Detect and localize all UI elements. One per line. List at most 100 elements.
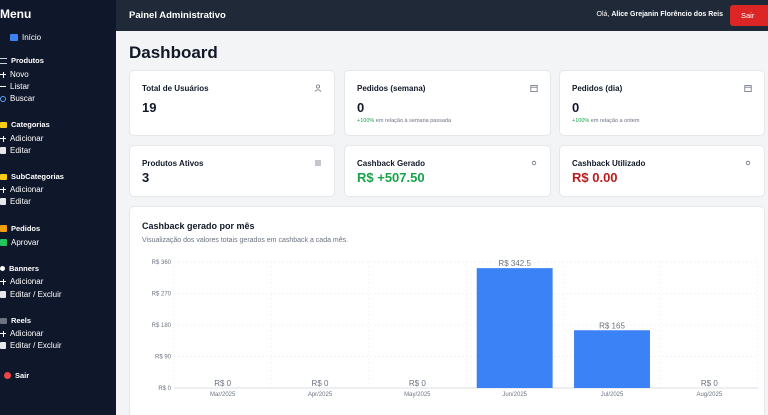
- sidebar-title: Menu: [0, 7, 32, 21]
- sidebar-item-label: Sair: [15, 371, 30, 380]
- card-title: Pedidos (dia): [572, 84, 623, 93]
- card-note-text: em relação à semana passada: [374, 118, 452, 124]
- chart-title: Cashback gerado por mês: [142, 221, 255, 231]
- edit-icon: [0, 291, 6, 298]
- sidebar-item-label: Pedidos: [11, 224, 41, 233]
- edit-icon: [0, 147, 6, 154]
- bar-value-label: R$ 165: [599, 321, 625, 330]
- chart-bar: [476, 268, 553, 388]
- sidebar-item-aprovar[interactable]: Aprovar: [0, 238, 39, 247]
- card-value: 0: [572, 100, 580, 115]
- chart-subtitle: Visualização dos valores totais gerados …: [142, 237, 349, 244]
- sidebar-item-label: Novo: [10, 70, 29, 79]
- sidebar-item-label: Editar: [10, 146, 31, 155]
- card-pedidos-semana: Pedidos (semana) 0 +100% em relação à se…: [344, 70, 551, 136]
- sidebar-section-produtos[interactable]: Produtos: [0, 56, 44, 65]
- image-icon: [0, 266, 5, 271]
- card-produtos-ativos: Produtos Ativos 3: [129, 145, 335, 197]
- user-greeting: Olá, Alice Grejanin Florêncio dos Reis: [597, 11, 723, 18]
- card-title: Cashback Gerado: [357, 159, 426, 168]
- products-icon: [0, 57, 7, 64]
- y-tick-label: R$ 180: [152, 323, 172, 329]
- edit-icon: [0, 342, 6, 349]
- user-icon: [314, 84, 322, 92]
- sidebar-item-categorias-adicionar[interactable]: Adicionar: [0, 134, 43, 143]
- sidebar-item-label: Editar / Excluir: [10, 341, 62, 350]
- sidebar-item-label: Listar: [10, 82, 30, 91]
- y-tick-label: R$ 270: [152, 292, 172, 298]
- card-note-change: +100%: [572, 118, 590, 124]
- box-icon: [0, 225, 7, 232]
- bar-value-label: R$ 0: [409, 379, 426, 388]
- card-note-change: +100%: [357, 118, 375, 124]
- card-title: Pedidos (semana): [357, 84, 426, 93]
- sidebar-item-categorias-editar[interactable]: Editar: [0, 146, 31, 155]
- card-note-text: em relação a ontem: [589, 118, 640, 124]
- x-tick-label: Jun/2025: [502, 392, 527, 398]
- sidebar-item-reels-editar[interactable]: Editar / Excluir: [0, 341, 62, 350]
- stop-icon: [4, 372, 11, 379]
- plus-icon: [0, 186, 6, 193]
- sidebar-item-buscar[interactable]: Buscar: [0, 94, 35, 103]
- card-title: Total de Usuários: [142, 84, 209, 93]
- sidebar-section-banners[interactable]: Banners: [0, 264, 39, 273]
- page-title: Dashboard: [129, 43, 218, 62]
- cashback-bar-chart: R$ 0 R$ 90 R$ 180 R$ 270 R$ 360 R$ 0 Mar/2025 R…: [152, 259, 759, 398]
- list-icon: [315, 160, 321, 166]
- sidebar-section-reels[interactable]: Reels: [0, 316, 31, 325]
- header-title: Painel Administrativo: [129, 10, 226, 21]
- bar-value-label: R$ 0: [701, 379, 718, 388]
- card-cashback-gerado: Cashback Gerado R$ +507.50: [344, 145, 551, 197]
- sidebar-item-subcategorias-adicionar[interactable]: Adicionar: [0, 185, 43, 194]
- sidebar-item-label: Adicionar: [10, 185, 44, 194]
- sidebar-item-inicio[interactable]: Início: [10, 33, 41, 42]
- check-icon: [0, 239, 7, 246]
- x-tick-label: Jul/2025: [601, 392, 624, 398]
- plus-icon: [0, 135, 6, 142]
- sparkle-icon: [531, 160, 537, 166]
- sparkle-icon: [745, 160, 751, 166]
- sidebar-item-sair[interactable]: Sair: [4, 371, 29, 380]
- sidebar-item-label: Categorias: [11, 120, 50, 129]
- bar-value-label: R$ 342.5: [498, 259, 531, 268]
- card-value: R$ +507.50: [357, 170, 425, 185]
- sidebar-item-novo[interactable]: Novo: [0, 70, 29, 79]
- folder-icon: [0, 173, 7, 180]
- edit-icon: [0, 198, 6, 205]
- plus-icon: [0, 278, 6, 285]
- plus-icon: [0, 330, 6, 337]
- sidebar-item-reels-adicionar[interactable]: Adicionar: [0, 329, 43, 338]
- user-name: Alice Grejanin Florêncio dos Reis: [611, 11, 723, 18]
- bar-value-label: R$ 0: [312, 379, 329, 388]
- sidebar-section-categorias[interactable]: Categorias: [0, 120, 50, 129]
- card-title: Cashback Utilizado: [572, 159, 646, 168]
- top-header: Painel Administrativo Olá, Alice Grejani…: [116, 0, 768, 31]
- logout-button[interactable]: Sair: [730, 5, 768, 26]
- x-tick-label: Apr/2025: [308, 392, 333, 398]
- sidebar-section-subcategorias[interactable]: SubCategorias: [0, 172, 64, 181]
- sidebar: Menu Início Produtos Novo Listar Buscar …: [0, 0, 116, 415]
- sidebar-item-subcategorias-editar[interactable]: Editar: [0, 197, 31, 206]
- sidebar-item-banners-editar[interactable]: Editar / Excluir: [0, 290, 62, 299]
- bar-value-label: R$ 0: [214, 379, 231, 388]
- y-tick-label: R$ 360: [152, 260, 172, 266]
- list-icon: [0, 86, 6, 87]
- card-value: 0: [357, 100, 365, 115]
- chart-bar: [574, 330, 650, 388]
- sidebar-item-banners-adicionar[interactable]: Adicionar: [0, 277, 43, 286]
- cashback-chart-card: Cashback gerado por mês Visualização dos…: [129, 206, 765, 415]
- sidebar-section-pedidos[interactable]: Pedidos: [0, 224, 40, 233]
- card-pedidos-dia: Pedidos (dia) 0 +100% em relação a ontem: [559, 70, 765, 136]
- sidebar-item-label: Editar: [10, 197, 31, 206]
- sidebar-item-label: Editar / Excluir: [10, 290, 62, 299]
- calendar-icon: [744, 85, 752, 92]
- sidebar-item-label: Início: [22, 33, 42, 42]
- card-value: 3: [142, 170, 150, 185]
- card-value: R$ 0.00: [572, 170, 618, 185]
- sidebar-item-label: Produtos: [11, 56, 44, 65]
- sidebar-item-listar[interactable]: Listar: [0, 82, 30, 91]
- y-tick-label: R$ 0: [158, 386, 171, 392]
- calendar-icon: [530, 85, 538, 92]
- plus-icon: [0, 71, 6, 78]
- sidebar-item-label: SubCategorias: [11, 172, 64, 181]
